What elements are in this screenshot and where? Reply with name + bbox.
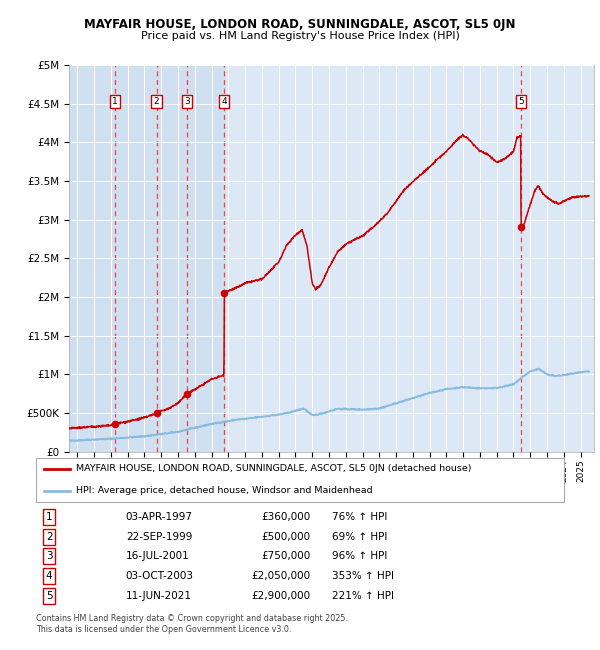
Text: 03-OCT-2003: 03-OCT-2003 xyxy=(126,571,194,581)
Text: MAYFAIR HOUSE, LONDON ROAD, SUNNINGDALE, ASCOT, SL5 0JN: MAYFAIR HOUSE, LONDON ROAD, SUNNINGDALE,… xyxy=(84,18,516,31)
Text: 353% ↑ HPI: 353% ↑ HPI xyxy=(332,571,394,581)
Text: 11-JUN-2021: 11-JUN-2021 xyxy=(126,591,192,601)
Text: 3: 3 xyxy=(184,97,190,106)
Text: HPI: Average price, detached house, Windsor and Maidenhead: HPI: Average price, detached house, Wind… xyxy=(76,486,372,495)
Text: 76% ↑ HPI: 76% ↑ HPI xyxy=(332,512,387,522)
Text: 4: 4 xyxy=(221,97,227,106)
Text: £2,050,000: £2,050,000 xyxy=(251,571,311,581)
Text: 221% ↑ HPI: 221% ↑ HPI xyxy=(332,591,394,601)
Text: MAYFAIR HOUSE, LONDON ROAD, SUNNINGDALE, ASCOT, SL5 0JN (detached house): MAYFAIR HOUSE, LONDON ROAD, SUNNINGDALE,… xyxy=(76,464,471,473)
Text: 5: 5 xyxy=(518,97,524,106)
FancyBboxPatch shape xyxy=(36,458,564,502)
Text: 5: 5 xyxy=(46,591,53,601)
Text: Contains HM Land Registry data © Crown copyright and database right 2025.
This d: Contains HM Land Registry data © Crown c… xyxy=(36,614,348,634)
Text: 1: 1 xyxy=(112,97,118,106)
Text: 22-SEP-1999: 22-SEP-1999 xyxy=(126,532,192,541)
Bar xyxy=(69,65,224,452)
Text: 2: 2 xyxy=(154,97,160,106)
Text: 3: 3 xyxy=(46,551,53,562)
Text: 2: 2 xyxy=(46,532,53,541)
Text: £2,900,000: £2,900,000 xyxy=(251,591,311,601)
Text: £360,000: £360,000 xyxy=(262,512,311,522)
Text: 96% ↑ HPI: 96% ↑ HPI xyxy=(332,551,387,562)
Text: 1: 1 xyxy=(46,512,53,522)
Text: 16-JUL-2001: 16-JUL-2001 xyxy=(126,551,190,562)
Text: 03-APR-1997: 03-APR-1997 xyxy=(126,512,193,522)
Text: 69% ↑ HPI: 69% ↑ HPI xyxy=(332,532,387,541)
Text: £750,000: £750,000 xyxy=(262,551,311,562)
Text: £500,000: £500,000 xyxy=(262,532,311,541)
Text: 4: 4 xyxy=(46,571,53,581)
Text: Price paid vs. HM Land Registry's House Price Index (HPI): Price paid vs. HM Land Registry's House … xyxy=(140,31,460,41)
